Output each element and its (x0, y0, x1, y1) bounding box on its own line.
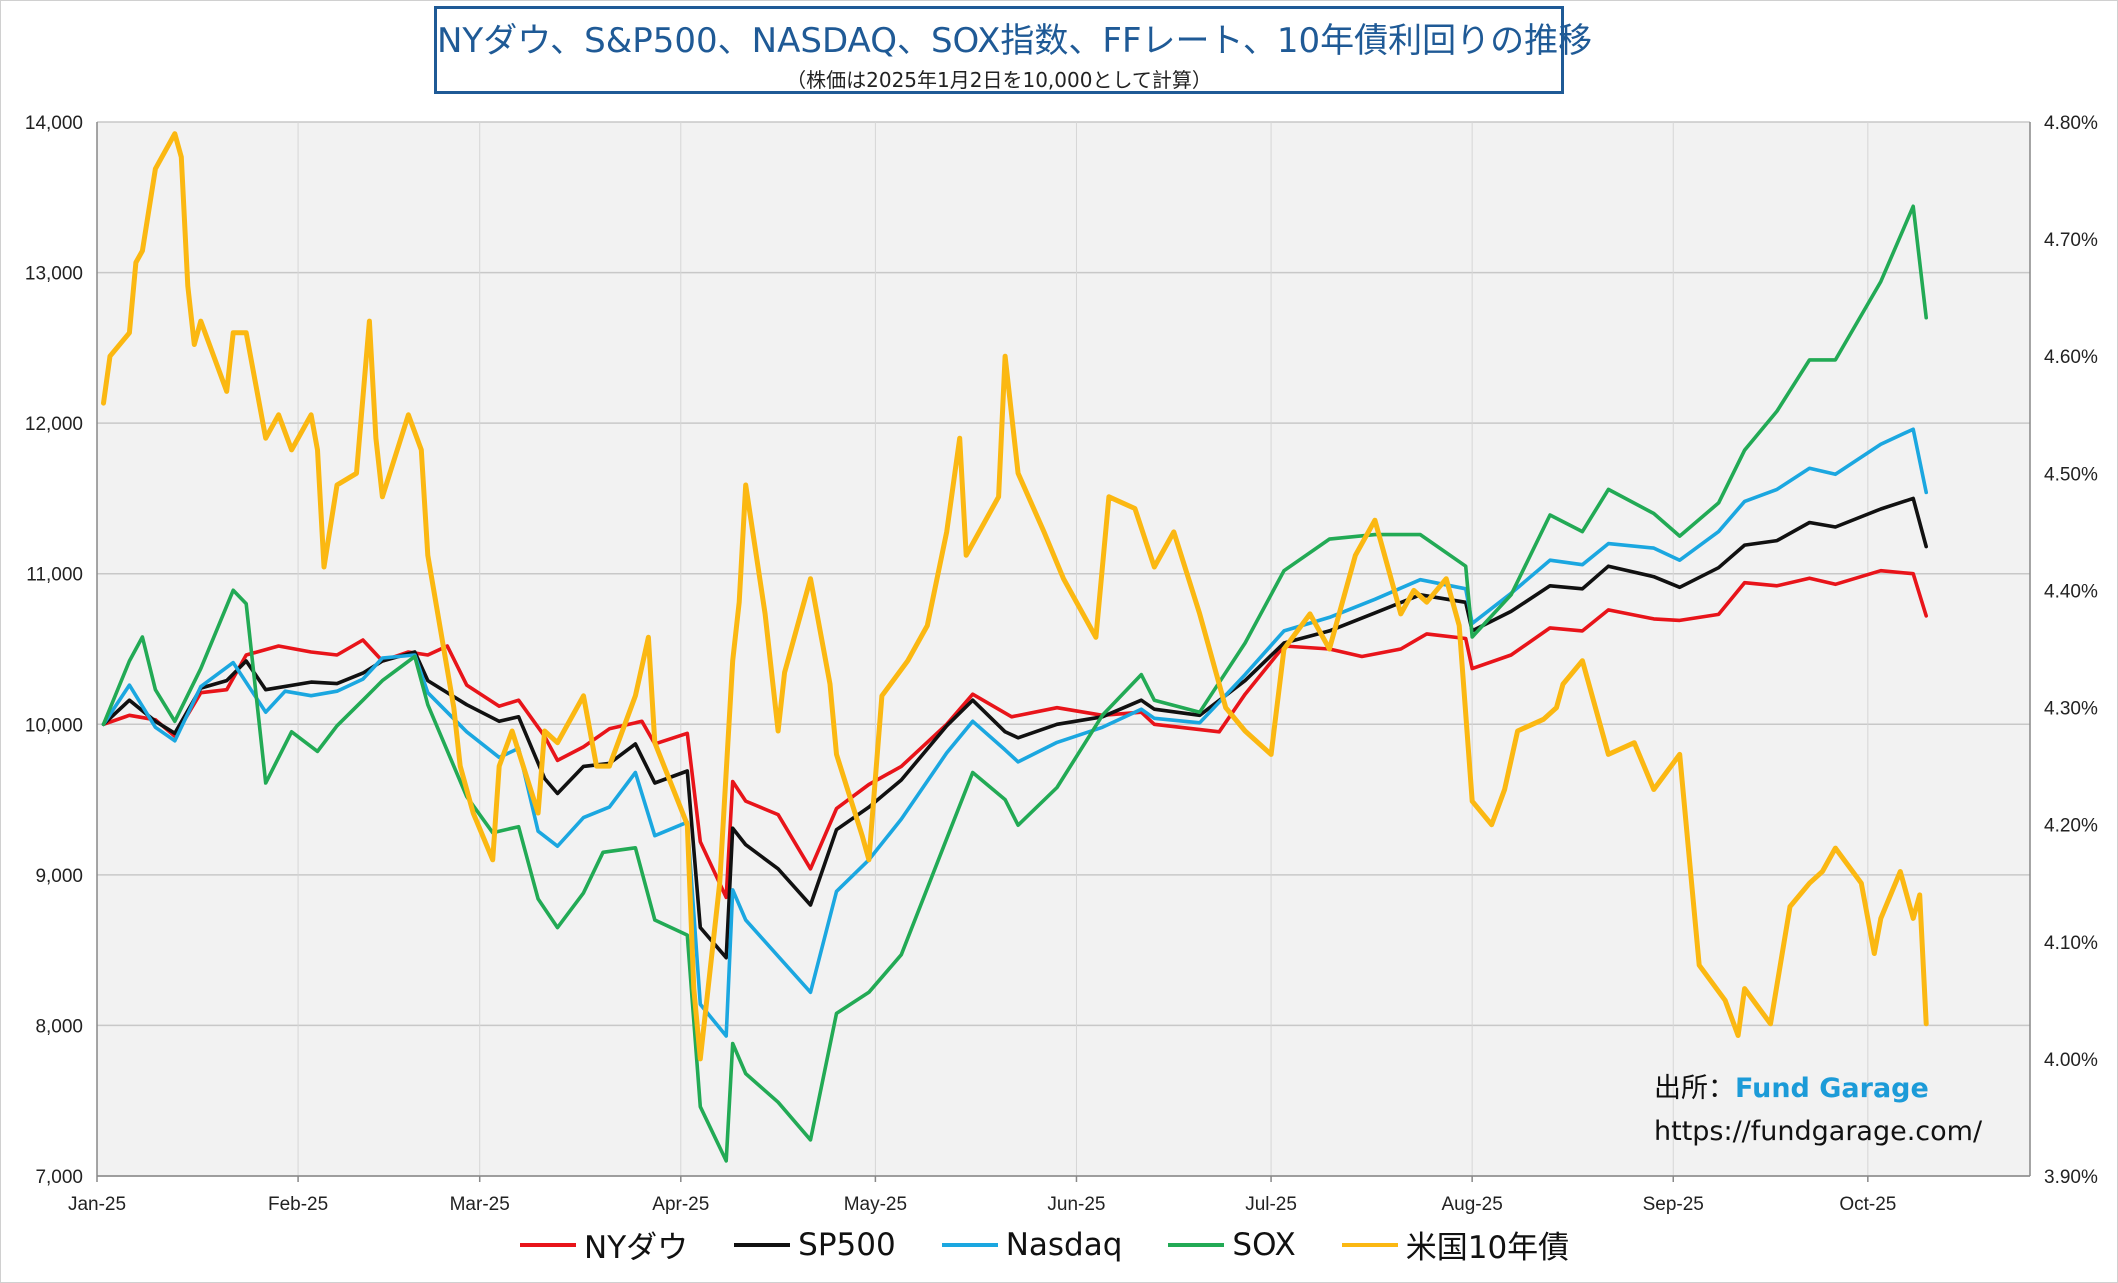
plot-area (97, 122, 2030, 1176)
y-left-tick-label: 11,000 (26, 565, 83, 586)
y-left-tick-label: 9,000 (35, 866, 83, 887)
x-tick-label: Feb-25 (268, 1194, 328, 1215)
y-left-tick-label: 12,000 (25, 414, 83, 435)
y-right-tick-label: 4.30% (2044, 699, 2098, 720)
x-tick-label: Sep-25 (1643, 1194, 1704, 1215)
x-tick-label: Oct-25 (1839, 1194, 1896, 1215)
x-tick-label: Jan-25 (68, 1194, 126, 1215)
y-left-tick-label: 13,000 (25, 264, 83, 285)
series-layer (101, 131, 1929, 1163)
x-tick-label: Jul-25 (1245, 1194, 1297, 1215)
y-right-tick-label: 4.50% (2044, 464, 2098, 485)
x-tick-label: Aug-25 (1442, 1194, 1503, 1215)
y-right-tick-label: 3.90% (2044, 1167, 2098, 1188)
x-tick-label: May-25 (844, 1194, 907, 1215)
legend: NYダウ SP500 Nasdaq SOX 米国10年債 (520, 1222, 1615, 1267)
series-line-4 (101, 204, 1928, 1163)
legend-item: SOX (1168, 1226, 1296, 1263)
legend-item: Nasdaq (941, 1226, 1123, 1263)
y-right-tick-label: 4.40% (2044, 581, 2098, 602)
legend-swatch (941, 1242, 998, 1247)
x-tick-label: Mar-25 (450, 1194, 510, 1215)
source-prefix: 出所： (1654, 1073, 1735, 1104)
y-right-tick-label: 4.20% (2044, 816, 2098, 837)
chart-title: NYダウ、S&P500、NASDAQ、SOX指数、FFレート、10年債利回りの推… (437, 21, 1593, 61)
y-left-tick-label: 10,000 (25, 715, 83, 736)
legend-swatch (520, 1242, 576, 1247)
chart-subtitle: （株価は2025年1月2日を10,000として計算） (786, 68, 1212, 92)
y-left-tick-label: 8,000 (35, 1016, 83, 1037)
legend-label: NYダウ (584, 1230, 689, 1266)
y-right-tick-label: 4.70% (2044, 230, 2098, 251)
source-url: https://fundgarage.com/ (1654, 1116, 1983, 1147)
legend-item: 米国10年債 (1341, 1222, 1570, 1267)
y-right-tick-label: 4.80% (2044, 113, 2098, 134)
title-box: NYダウ、S&P500、NASDAQ、SOX指数、FFレート、10年債利回りの推… (434, 6, 1593, 94)
series-line-1 (101, 568, 1928, 900)
y-left-tick-label: 7,000 (35, 1167, 83, 1188)
x-tick-label: Jun-25 (1047, 1194, 1105, 1215)
y-right-tick-label: 4.60% (2044, 347, 2098, 368)
legend-swatch (734, 1242, 791, 1247)
y-right-tick-label: 4.00% (2044, 1050, 2098, 1071)
legend-label: SP500 (798, 1226, 896, 1263)
axes: 14,000 13,000 12,000 11,000 10,000 9,000 8,000… (25, 113, 2098, 1215)
legend-swatch (1341, 1242, 1398, 1247)
x-tick-label: Apr-25 (652, 1194, 709, 1215)
y-left-tick-label: 14,000 (25, 113, 83, 134)
source-name: Fund Garage (1735, 1073, 1929, 1104)
legend-item: SP500 (734, 1227, 896, 1263)
legend-item: NYダウ (520, 1222, 688, 1267)
series-line-5 (101, 131, 1929, 1062)
source-label: 出所：Fund Garage (1654, 1066, 1929, 1105)
y-right-tick-label: 4.10% (2044, 933, 2098, 954)
legend-label: 米国10年債 (1405, 1230, 1570, 1266)
series-line-2 (101, 496, 1928, 960)
legend-label: Nasdaq (1005, 1226, 1123, 1263)
legend-label: SOX (1232, 1226, 1296, 1263)
legend-swatch (1168, 1242, 1225, 1247)
